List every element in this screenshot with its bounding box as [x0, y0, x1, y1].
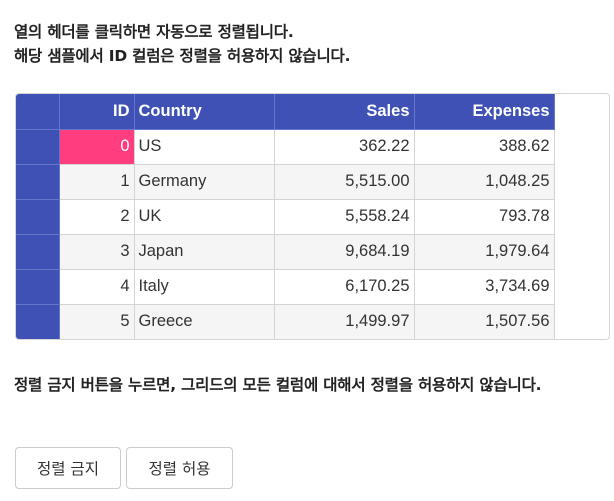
- column-header-country[interactable]: Country: [134, 94, 275, 130]
- cell-id[interactable]: 1: [59, 164, 135, 200]
- table-row: 3 Japan 9,684.19 1,979.64: [16, 234, 555, 270]
- grid-table: ID Country Sales Expenses 0 US 362.22 38…: [16, 94, 555, 339]
- table-row: 1 Germany 5,515.00 1,048.25: [16, 164, 555, 200]
- row-header-cell[interactable]: [16, 129, 60, 165]
- cell-id[interactable]: 4: [59, 269, 135, 305]
- cell-country[interactable]: US: [134, 129, 275, 165]
- cell-country[interactable]: Germany: [134, 164, 275, 200]
- cell-expenses[interactable]: 1,048.25: [414, 164, 555, 200]
- cell-id[interactable]: 5: [59, 304, 135, 339]
- table-row: 4 Italy 6,170.25 3,734.69: [16, 269, 555, 305]
- cell-sales[interactable]: 1,499.97: [274, 304, 415, 339]
- row-header-cell[interactable]: [16, 269, 60, 305]
- allow-sort-button[interactable]: 정렬 허용: [126, 447, 233, 489]
- cell-expenses[interactable]: 388.62: [414, 129, 555, 165]
- cell-sales[interactable]: 5,515.00: [274, 164, 415, 200]
- column-header-id[interactable]: ID: [59, 94, 135, 130]
- table-row: 5 Greece 1,499.97 1,507.56: [16, 304, 555, 339]
- cell-expenses[interactable]: 793.78: [414, 199, 555, 235]
- cell-country[interactable]: Italy: [134, 269, 275, 305]
- intro-line-2: 해당 샘플에서 ID 컬럼은 정렬을 허용하지 않습니다.: [14, 47, 351, 65]
- sort-note: 정렬 금지 버튼을 누르면, 그리드의 모든 컬럼에 대해서 정렬을 허용하지 …: [14, 376, 542, 394]
- cell-country[interactable]: UK: [134, 199, 275, 235]
- flex-grid[interactable]: ID Country Sales Expenses 0 US 362.22 38…: [15, 93, 610, 340]
- cell-country[interactable]: Japan: [134, 234, 275, 270]
- cell-sales[interactable]: 362.22: [274, 129, 415, 165]
- intro-text: 열의 헤더를 클릭하면 자동으로 정렬됩니다. 해당 샘플에서 ID 컬럼은 정…: [14, 20, 604, 68]
- cell-expenses[interactable]: 3,734.69: [414, 269, 555, 305]
- grid-corner-cell[interactable]: [16, 94, 60, 130]
- cell-sales[interactable]: 6,170.25: [274, 269, 415, 305]
- table-row: 0 US 362.22 388.62: [16, 129, 555, 165]
- row-header-cell[interactable]: [16, 234, 60, 270]
- column-header-sales[interactable]: Sales: [274, 94, 415, 130]
- column-header-expenses[interactable]: Expenses: [414, 94, 555, 130]
- cell-expenses[interactable]: 1,507.56: [414, 304, 555, 339]
- cell-id[interactable]: 3: [59, 234, 135, 270]
- cell-expenses[interactable]: 1,979.64: [414, 234, 555, 270]
- cell-sales[interactable]: 9,684.19: [274, 234, 415, 270]
- intro-line-1: 열의 헤더를 클릭하면 자동으로 정렬됩니다.: [14, 23, 294, 41]
- cell-id[interactable]: 0: [59, 129, 135, 165]
- column-header-row: ID Country Sales Expenses: [16, 94, 555, 130]
- table-row: 2 UK 5,558.24 793.78: [16, 199, 555, 235]
- cell-id[interactable]: 2: [59, 199, 135, 235]
- row-header-cell[interactable]: [16, 199, 60, 235]
- disable-sort-button[interactable]: 정렬 금지: [15, 447, 121, 489]
- row-header-cell[interactable]: [16, 304, 60, 339]
- cell-sales[interactable]: 5,558.24: [274, 199, 415, 235]
- cell-country[interactable]: Greece: [134, 304, 275, 339]
- row-header-cell[interactable]: [16, 164, 60, 200]
